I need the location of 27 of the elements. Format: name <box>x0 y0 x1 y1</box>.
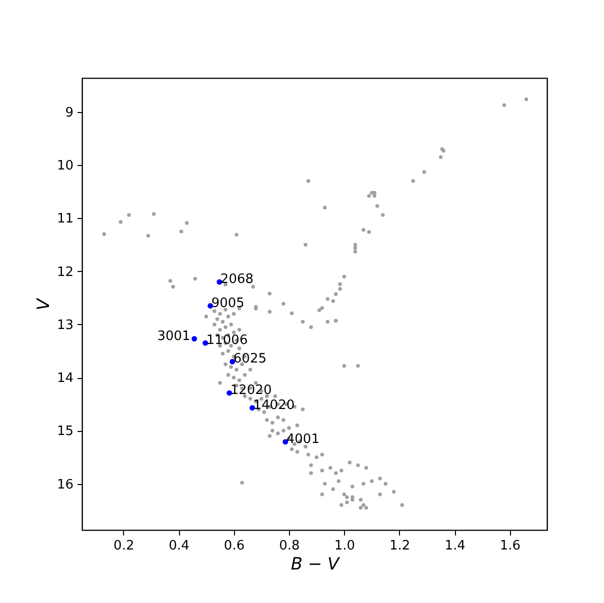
annotation: 4001 <box>286 432 320 447</box>
point <box>192 336 198 342</box>
annotation: 11006 <box>206 333 248 348</box>
x-tick-label: 0.4 <box>168 538 190 554</box>
y-tick-label: 13 <box>56 318 74 333</box>
annotation: 6025 <box>233 352 266 367</box>
x-tick-label: 0.2 <box>114 538 134 554</box>
x-tick-label: 1.4 <box>444 538 466 554</box>
y-tick-label: 14 <box>56 371 74 386</box>
y-tick-label: 11 <box>56 212 74 227</box>
annotation: 12020 <box>230 382 272 398</box>
y-tick-label: 15 <box>56 424 74 440</box>
y-tick-label: 9 <box>65 105 74 120</box>
annotation: 14020 <box>253 398 295 413</box>
annotation: 9005 <box>211 296 244 311</box>
x-tick-label: 0.6 <box>224 538 245 554</box>
y-tick-label: 12 <box>56 264 74 280</box>
y-tick-label: 16 <box>56 477 74 492</box>
x-axis-title: B − V <box>290 554 341 574</box>
y-tick-label: 10 <box>56 158 74 174</box>
x-tick-label: 1.0 <box>334 538 356 554</box>
y-axis-title: V <box>34 297 54 310</box>
annotation: 2068 <box>220 272 254 287</box>
x-tick-label: 0.8 <box>279 538 300 554</box>
annotation: 3001 <box>157 328 190 344</box>
x-tick-label: 1.2 <box>390 538 410 554</box>
x-tick-label: 1.6 <box>500 538 521 554</box>
